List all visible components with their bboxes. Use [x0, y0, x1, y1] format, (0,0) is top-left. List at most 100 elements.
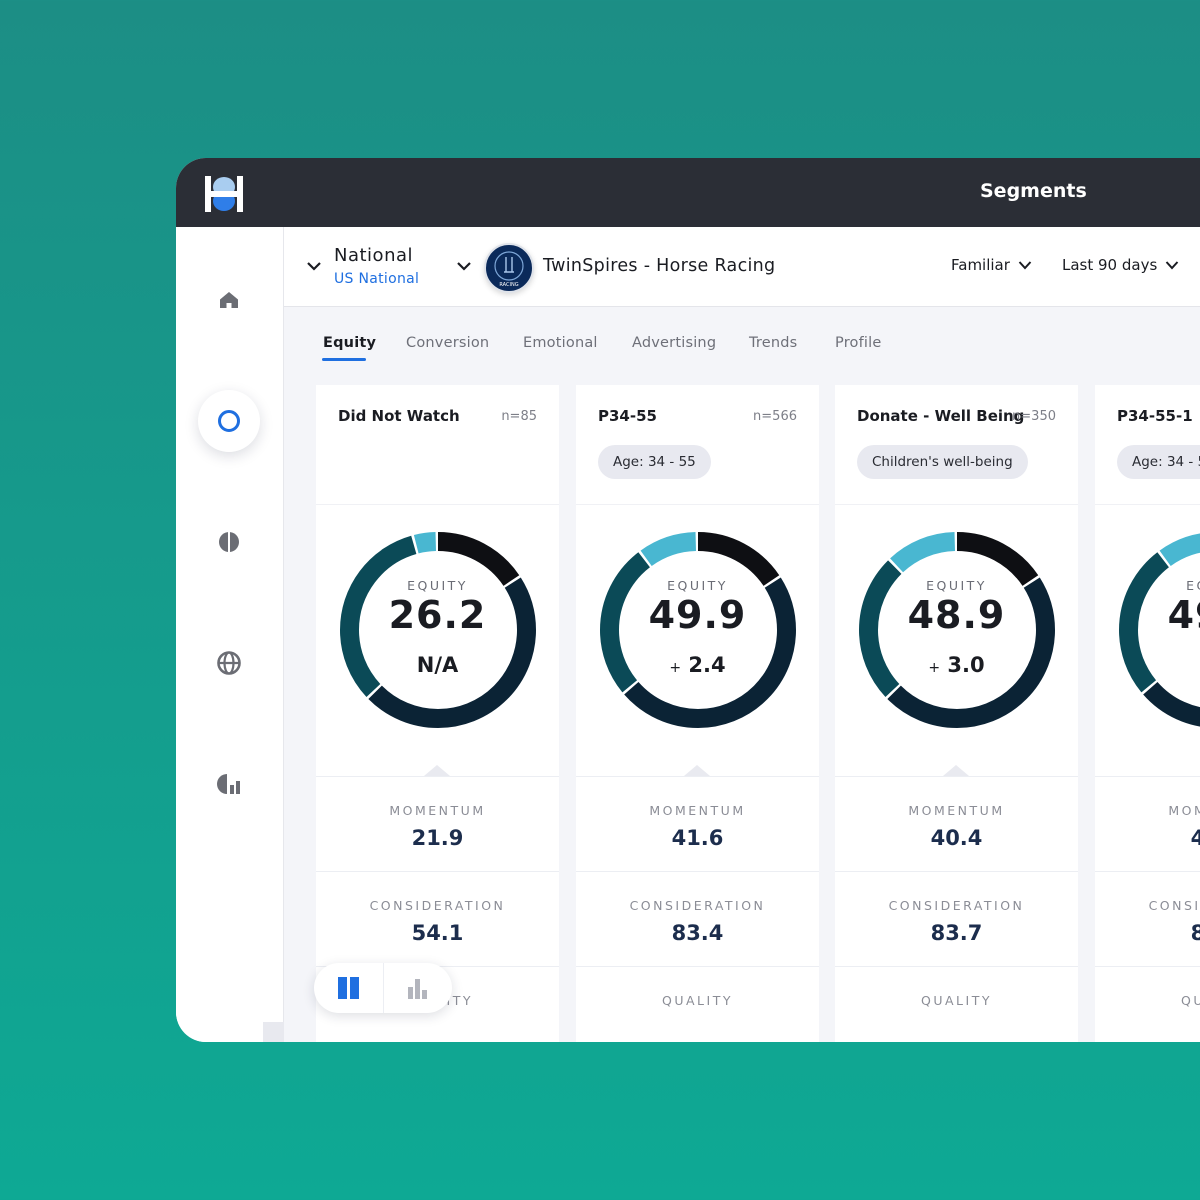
- sidebar-item-global[interactable]: [176, 633, 282, 693]
- sample-size: n=85: [501, 409, 537, 424]
- segment-name: P34-55: [598, 407, 657, 425]
- circle-icon: [218, 410, 240, 432]
- consideration-value: 54.1: [411, 921, 464, 945]
- tab-emotional[interactable]: Emotional: [523, 335, 598, 351]
- segment-name: Did Not Watch: [338, 407, 460, 425]
- equity-label: EQUITY: [667, 578, 728, 593]
- tab-advertising[interactable]: Advertising: [632, 335, 717, 351]
- sample-size: n=350: [1012, 409, 1056, 424]
- details-notch: [684, 765, 710, 776]
- divider: [1095, 871, 1200, 872]
- segment-name: Donate - Well Being: [857, 407, 1025, 425]
- date-range-dropdown[interactable]: Last 90 days: [1062, 256, 1179, 274]
- equity-delta: + 3.0: [835, 653, 1078, 677]
- ring-segment-teal: [1119, 532, 1200, 728]
- ring-segment-navy: [859, 532, 1055, 728]
- card-header: P34-55-1 Age: 34 - 55: [1095, 385, 1200, 505]
- equity-value: 49.9: [648, 593, 747, 637]
- ring-segment-black: [340, 532, 536, 728]
- momentum-label: MOMENTUM: [649, 803, 746, 818]
- familiarity-dropdown[interactable]: Familiar: [951, 256, 1032, 274]
- chart-view-button[interactable]: [383, 963, 452, 1013]
- quality-label: QUALITY: [921, 993, 992, 1008]
- consideration-value: 83.4: [1190, 921, 1200, 945]
- divider: [835, 871, 1078, 872]
- bar-chart-icon: [408, 979, 427, 999]
- consideration-label: CONSIDERATION: [369, 898, 506, 913]
- tab-trends[interactable]: Trends: [749, 335, 798, 351]
- sidebar-item-segments[interactable]: [176, 390, 282, 452]
- momentum-value: 41.6: [671, 826, 724, 850]
- equity-delta: +: [1095, 653, 1200, 677]
- quality-label: QUALITY: [1181, 993, 1200, 1008]
- card-header: Did Not Watch n=85: [316, 385, 559, 505]
- equity-delta: N/A: [316, 653, 559, 677]
- top-bar: Segments: [176, 158, 1200, 227]
- date-range-label: Last 90 days: [1062, 256, 1158, 274]
- main-content: Equity Conversion Emotional Advertising …: [284, 307, 1200, 1042]
- momentum-value: 41.6: [1190, 826, 1200, 850]
- page-title: Segments: [980, 180, 1087, 202]
- ring-segment-black: [859, 532, 1055, 728]
- tab-profile[interactable]: Profile: [835, 335, 882, 351]
- tab-conversion[interactable]: Conversion: [406, 335, 490, 351]
- app-logo[interactable]: [204, 174, 244, 214]
- equity-value: 48.9: [907, 593, 1006, 637]
- ring-segment-navy: [340, 532, 536, 728]
- ring-segment-navy: [600, 532, 796, 728]
- location-title[interactable]: National: [334, 245, 414, 266]
- divider: [576, 966, 819, 967]
- sidebar-item-home[interactable]: [176, 270, 282, 330]
- sample-size: n=566: [753, 409, 797, 424]
- columns-view-button[interactable]: [314, 963, 383, 1013]
- location-subtitle[interactable]: US National: [334, 271, 420, 287]
- sidebar: [176, 227, 284, 1042]
- brand-name[interactable]: TwinSpires - Horse Racing: [543, 256, 776, 276]
- card-header: P34-55 n=566 Age: 34 - 55: [576, 385, 819, 505]
- consideration-label: CONSIDERATION: [629, 898, 766, 913]
- divider: [1095, 776, 1200, 777]
- consideration-label: CONSIDERATION: [1148, 898, 1200, 913]
- segment-name: P34-55-1: [1117, 407, 1193, 425]
- sidebar-item-reports[interactable]: [176, 754, 282, 814]
- momentum-label: MOMENTUM: [389, 803, 486, 818]
- sidebar-active-indicator: [198, 390, 260, 452]
- tab-equity[interactable]: Equity: [323, 335, 377, 351]
- app-window: Segments: [176, 158, 1200, 1042]
- segment-card[interactable]: P34-55-1 Age: 34 - 55 EQUITY 49.9 + MOME…: [1095, 385, 1200, 1042]
- card-header: Donate - Well Being n=350 Children's wel…: [835, 385, 1078, 505]
- momentum-label: MOMENTUM: [908, 803, 1005, 818]
- segment-chip[interactable]: Age: 34 - 55: [598, 445, 711, 479]
- delta-value: 3.0: [947, 653, 985, 677]
- segment-card[interactable]: Did Not Watch n=85 EQUITY 26.2 N/A MOMEN…: [316, 385, 559, 1042]
- sidebar-collapse-toggle[interactable]: [263, 1022, 284, 1042]
- equity-value: 26.2: [388, 593, 487, 637]
- segment-chip[interactable]: Age: 34 - 55: [1117, 445, 1200, 479]
- segment-card[interactable]: P34-55 n=566 Age: 34 - 55 EQUITY 49.9 + …: [576, 385, 819, 1042]
- familiarity-label: Familiar: [951, 256, 1010, 274]
- momentum-value: 40.4: [930, 826, 983, 850]
- delta-value: N/A: [416, 653, 459, 677]
- brand-logo: RACING: [484, 243, 534, 293]
- equity-delta: + 2.4: [576, 653, 819, 677]
- columns-icon: [337, 977, 359, 999]
- bar-chart-icon: [217, 774, 240, 794]
- divider: [835, 776, 1078, 777]
- active-tab-underline: [322, 358, 366, 361]
- segment-card[interactable]: Donate - Well Being n=350 Children's wel…: [835, 385, 1078, 1042]
- globe-icon: [217, 651, 241, 675]
- delta-sign: +: [928, 660, 941, 676]
- divider: [316, 776, 559, 777]
- chevron-down-icon[interactable]: [456, 260, 472, 272]
- chevron-down-icon: [1165, 261, 1179, 270]
- equity-label: EQUITY: [1186, 578, 1200, 593]
- sidebar-item-contrast[interactable]: [176, 512, 282, 572]
- divider: [576, 871, 819, 872]
- half-circle-icon: [219, 531, 239, 553]
- divider: [576, 776, 819, 777]
- chevron-down-icon[interactable]: [306, 260, 322, 272]
- details-notch: [943, 765, 969, 776]
- brand-logo-text: RACING: [499, 282, 518, 288]
- ring-segment-teal: [859, 532, 1055, 728]
- segment-chip[interactable]: Children's well-being: [857, 445, 1028, 479]
